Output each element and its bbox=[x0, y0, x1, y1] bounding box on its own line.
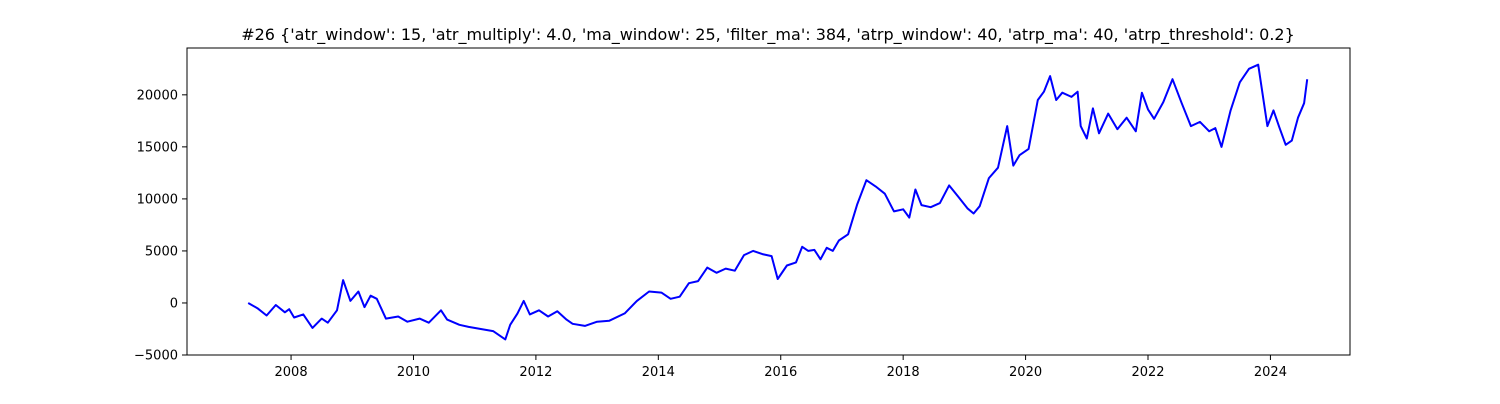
x-tick-label: 2008 bbox=[275, 365, 308, 380]
axis-ticks: 2008 2010 2012 2014 2016 2018 2020 2022 2024 −500… bbox=[134, 88, 1287, 380]
x-tick-label: 2012 bbox=[519, 365, 552, 380]
x-tick-label: 2010 bbox=[397, 365, 430, 380]
chart-title: #26 {'atr_window': 15, 'atr_multiply': 4… bbox=[241, 25, 1295, 45]
x-tick-label: 2018 bbox=[887, 365, 920, 380]
x-tick-label: 2014 bbox=[642, 365, 675, 380]
x-tick-label: 2020 bbox=[1009, 365, 1042, 380]
series-layer bbox=[247, 63, 1309, 341]
x-tick-label: 2022 bbox=[1131, 365, 1164, 380]
y-tick-label: 15000 bbox=[137, 140, 178, 155]
series-line-0 bbox=[247, 63, 1309, 341]
y-tick-label: 10000 bbox=[137, 192, 178, 207]
y-tick-label: 20000 bbox=[137, 88, 178, 103]
x-tick-label: 2024 bbox=[1254, 365, 1287, 380]
y-tick-label: −5000 bbox=[134, 349, 178, 364]
y-tick-label: 5000 bbox=[145, 244, 178, 259]
x-tick-label: 2016 bbox=[764, 365, 797, 380]
plot-area-frame bbox=[186, 47, 1351, 356]
y-tick-label: 0 bbox=[170, 296, 178, 311]
